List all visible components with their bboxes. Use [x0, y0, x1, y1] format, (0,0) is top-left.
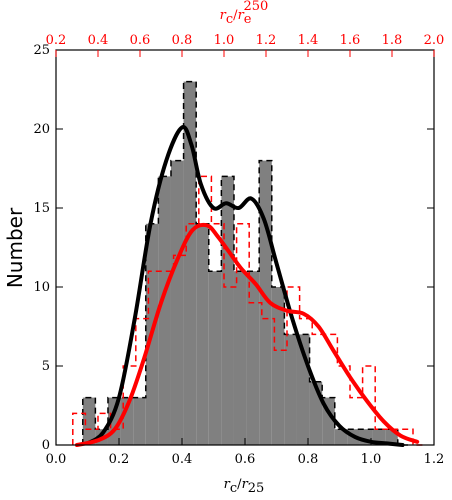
y-tick-label: 15	[33, 201, 50, 216]
x-tick-label-bottom: 0.4	[172, 452, 193, 467]
y-axis-title: Number	[3, 207, 27, 288]
x-tick-label-top: 1.4	[298, 33, 319, 48]
x-tick-label-bottom: 0.2	[109, 452, 130, 467]
x-tick-label-top: 1.6	[340, 33, 361, 48]
axes: 0 5 10 15 20 25 0.0 0.2 0.4 0.6 0.8 1.0 1.2 0.2 0.4 0.6…	[33, 33, 444, 467]
x-tick-label-top: 0.2	[46, 33, 67, 48]
x-tick-label-bottom: 0.6	[235, 452, 256, 467]
x-tick-label-top: 2.0	[424, 33, 445, 48]
histogram-outline-black	[82, 80, 411, 446]
histogram-bar-8	[183, 81, 197, 445]
x-tick-label-bottom: 0.0	[46, 452, 67, 467]
x-tick-label-bottom: 0.8	[298, 452, 319, 467]
histogram-bar-13	[246, 271, 260, 445]
histogram-bar-6	[158, 176, 171, 445]
x-axis-title-bottom: rc/r25	[224, 477, 265, 496]
plot-area	[72, 80, 426, 447]
y-tick-label: 25	[33, 43, 50, 58]
histogram-bar-4	[133, 397, 146, 445]
y-tick-label: 0	[42, 438, 50, 453]
x-tick-label-top: 0.4	[88, 33, 109, 48]
x-tick-label-top: 1.2	[256, 33, 277, 48]
y-tick-label: 10	[33, 280, 50, 295]
x-tick-label-top: 1.0	[214, 33, 235, 48]
y-tick-label: 20	[33, 122, 50, 137]
x-tick-label-bottom: 1.0	[361, 452, 382, 467]
histogram-bar-12	[233, 271, 247, 445]
smooth-curve-black	[85, 125, 405, 447]
x-tick-label-top: 0.6	[130, 33, 151, 48]
smooth-curve-red	[75, 222, 420, 447]
x-axis-title-top: rc/re250	[220, 0, 269, 27]
histogram-bar-20	[334, 429, 348, 445]
histogram-bar-11	[221, 176, 234, 445]
x-tick-label-top: 0.8	[172, 33, 193, 48]
x-tick-label-bottom: 1.2	[424, 452, 445, 467]
y-tick-label: 5	[42, 359, 50, 374]
histogram-bar-15	[271, 287, 285, 445]
histogram-bar-7	[170, 160, 184, 445]
histogram-bar-16	[284, 334, 297, 445]
histogram-bar-9	[196, 223, 209, 445]
x-tick-label-top: 1.8	[382, 33, 403, 48]
histogram-bar-10	[208, 271, 222, 445]
histogram-bar-0	[82, 397, 96, 445]
